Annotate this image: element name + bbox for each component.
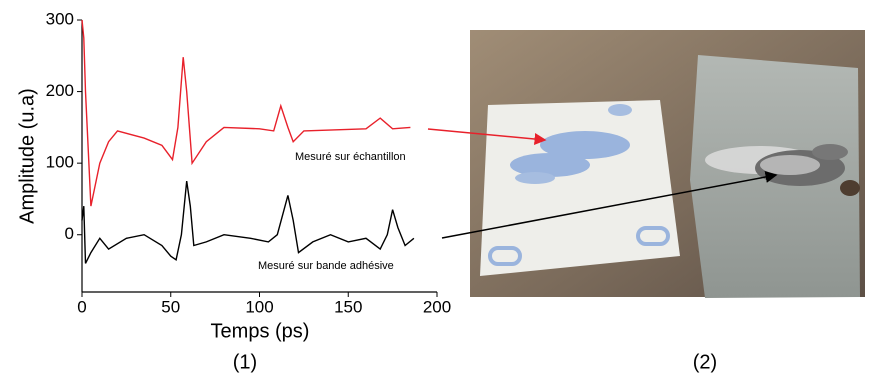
arrow <box>441 171 778 239</box>
panel-label: (2) <box>693 351 717 373</box>
x-tick-label: 100 <box>245 297 273 316</box>
y-tick-label: 300 <box>46 9 74 28</box>
data-line <box>81 19 411 207</box>
data-line <box>81 181 415 264</box>
arrow <box>427 128 547 145</box>
x-tick-label: 0 <box>77 297 86 316</box>
panel-label: (1) <box>233 351 257 373</box>
plot: 0 100 200 300 0 50 100 150 200 <box>46 9 452 316</box>
annotation: Mesuré sur échantillon <box>295 151 406 163</box>
x-tick-label: 150 <box>334 297 362 316</box>
annotation: Mesuré sur bande adhésive <box>258 260 394 272</box>
x-tick-label: 50 <box>161 297 180 316</box>
y-tick-label: 0 <box>65 224 74 243</box>
y-tick-label: 200 <box>46 81 74 100</box>
photo <box>470 30 865 298</box>
x-axis-label: Temps (ps) <box>211 320 310 342</box>
x-tick-label: 200 <box>423 297 451 316</box>
y-tick-label: 100 <box>46 153 74 172</box>
y-axis-label: Amplitude (u.a) <box>16 88 38 224</box>
